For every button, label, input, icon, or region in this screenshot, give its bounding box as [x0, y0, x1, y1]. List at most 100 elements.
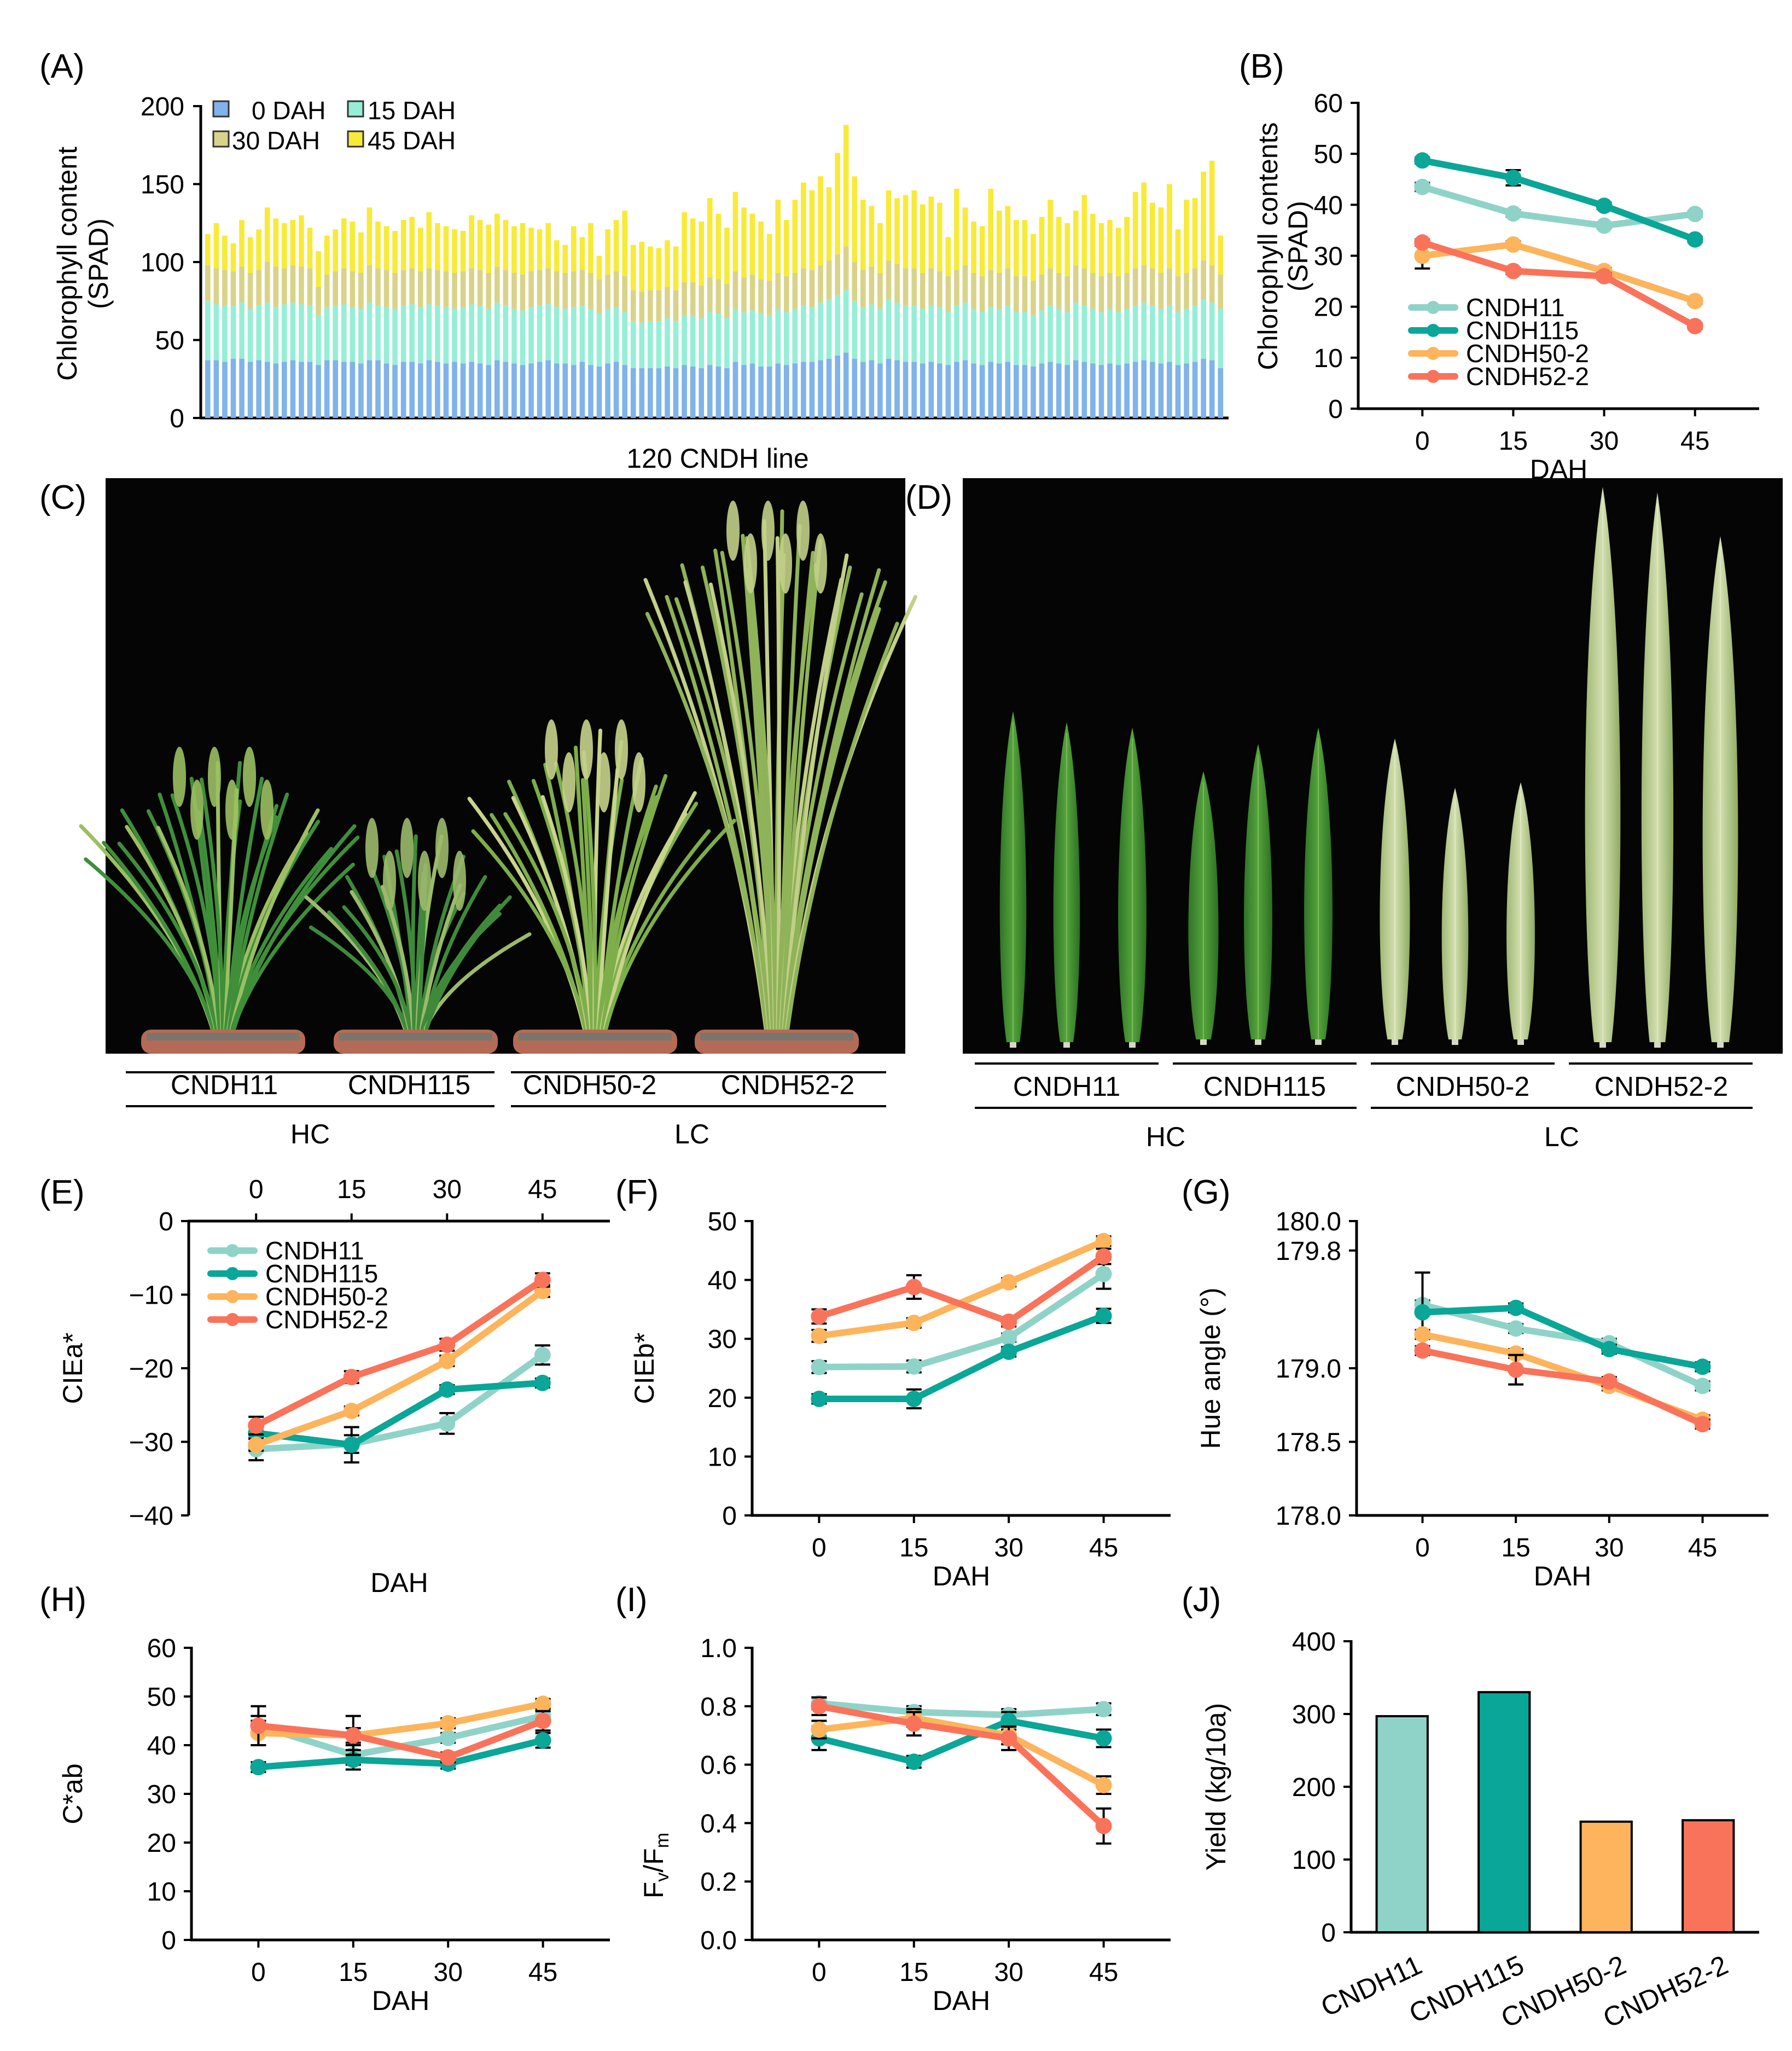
bar-line96-30-dah	[1014, 276, 1019, 312]
bar-line51-30-dah	[630, 290, 636, 322]
panel-b-point-cndh115	[1505, 170, 1522, 186]
bar-line97-0-dah	[1022, 365, 1028, 418]
panel-e-point-cndh115	[343, 1436, 360, 1453]
panel-b-point-cndh52-2	[1686, 318, 1703, 335]
panel-h-y-tick-label: 20	[147, 1829, 176, 1858]
bar-line41-0-dah	[545, 360, 551, 418]
panel-h-label: (H)	[39, 1581, 86, 1619]
bar-line70-0-dah	[792, 363, 798, 418]
bar-line44-0-dah	[571, 365, 577, 418]
bar-line2-15-dah	[213, 304, 219, 361]
bar-line7-0-dah	[256, 360, 261, 418]
panel-h-x-tick-label: 0	[251, 1958, 266, 1987]
bar-line19-0-dah	[358, 363, 364, 418]
plant-cndh11	[79, 747, 360, 1054]
panel-a-y-title-line1: Chlorophyll content	[52, 147, 83, 381]
panel-f-line-cndh11	[816, 1270, 1107, 1370]
bar-line3-15-dah	[222, 305, 228, 362]
bar-line26-45-dah	[417, 228, 423, 272]
bar-line84-45-dah	[911, 190, 917, 269]
bar-line37-45-dah	[511, 226, 517, 273]
bar-line70-45-dah	[792, 200, 798, 273]
bar-line82-30-dah	[894, 263, 900, 303]
bar-line42-30-dah	[554, 271, 560, 307]
bar-line66-15-dah	[758, 313, 764, 367]
bar-line101-45-dah	[1056, 217, 1062, 273]
bar-line9-30-dah	[273, 266, 279, 307]
bar-line27-15-dah	[426, 304, 432, 361]
bar-line89-0-dah	[954, 362, 959, 418]
bar-line49-0-dah	[613, 362, 619, 418]
bar-line54-15-dah	[656, 321, 662, 368]
plant-leaf-blade	[471, 829, 588, 1031]
panel-f-point-cndh115	[1095, 1308, 1112, 1324]
panel-e-point-cndh11	[439, 1415, 456, 1432]
panel-a-legend: 0 DAH 15 DAH 30 DAH 45 DAH	[212, 96, 456, 155]
panel-e-y-tick-label: −30	[129, 1428, 173, 1457]
bar-line65-0-dah	[749, 363, 755, 418]
bar-line39-45-dah	[528, 228, 534, 272]
legend-swatch-15dah	[347, 100, 364, 118]
plant-panicle	[190, 780, 203, 840]
panel-b-y-tick-label: 0	[1328, 395, 1343, 424]
bar-line18-0-dah	[350, 362, 356, 418]
panel-h-line-cndh50-2	[255, 1700, 546, 1739]
panel-h-y-tick-label: 0	[161, 1926, 176, 1955]
bar-line32-0-dah	[469, 362, 474, 418]
panel-b-point-cndh50-2	[1505, 236, 1522, 253]
bar-line92-45-dah	[979, 226, 985, 276]
bar-line30-15-dah	[452, 309, 457, 362]
bar-line12-15-dah	[299, 304, 304, 362]
flag-leaf-cut-end	[1200, 1039, 1207, 1045]
bar-line82-15-dah	[894, 303, 900, 361]
bar-line50-15-dah	[622, 312, 628, 365]
bar-line75-30-dah	[835, 254, 840, 295]
bar-line13-0-dah	[307, 362, 313, 418]
bar-line61-15-dah	[715, 313, 722, 367]
bar-line2-30-dah	[213, 268, 219, 304]
bar-line112-30-dah	[1149, 268, 1155, 306]
bar-line109-0-dah	[1124, 363, 1130, 418]
bar-line108-30-dah	[1115, 276, 1121, 312]
panel-c-label: (C)	[39, 479, 86, 516]
bar-line11-15-dah	[290, 303, 296, 361]
bar-line45-0-dah	[579, 362, 585, 418]
bar-line16-0-dah	[333, 360, 339, 418]
bar-line49-45-dah	[613, 220, 619, 272]
legend-label-15dah: 15 DAH	[368, 96, 456, 125]
bar-line63-0-dah	[732, 362, 738, 418]
bar-line39-30-dah	[528, 271, 534, 307]
plant-leaf-blade	[775, 536, 782, 1031]
bar-line54-0-dah	[656, 368, 662, 418]
plant-leaf-blade	[581, 750, 598, 1031]
panel-g-point-cndh115	[1508, 1299, 1525, 1316]
bar-line96-15-dah	[1014, 312, 1019, 365]
panel-g-line-cndh52-2	[1419, 1347, 1706, 1428]
bar-line6-30-dah	[247, 272, 253, 309]
bar-line114-30-dah	[1167, 268, 1172, 306]
bar-line63-30-dah	[732, 271, 738, 309]
plant-pot-soil	[339, 1033, 492, 1041]
legend-swatch-30dah	[212, 130, 230, 148]
panel-b-point-cndh115	[1686, 231, 1703, 248]
bar-line98-45-dah	[1031, 234, 1036, 281]
panel-b-y-tick-label: 50	[1314, 140, 1343, 169]
panel-d-category-lc: LC	[1544, 1122, 1579, 1152]
panel-g-point-cndh52-2	[1508, 1361, 1525, 1378]
panel-g-y-title: Hue angle (°)	[1195, 1287, 1226, 1449]
panel-j-y-tick-label: 0	[1321, 1919, 1336, 1948]
bar-line79-0-dah	[869, 360, 875, 418]
bar-line65-45-dah	[749, 213, 755, 275]
bar-line76-15-dah	[843, 290, 849, 353]
plant-pot-soil	[147, 1033, 300, 1041]
bar-line4-45-dah	[230, 243, 236, 272]
bar-line1-0-dah	[205, 360, 211, 418]
panel-i-y-title: Fv/Fm	[638, 1833, 673, 1898]
bar-line71-45-dah	[801, 182, 806, 269]
bar-line74-45-dah	[826, 187, 832, 261]
bar-line117-45-dah	[1192, 198, 1198, 269]
panel-b-series-cndh50-2	[1414, 236, 1703, 310]
panel-b-y-tick-label: 10	[1314, 344, 1343, 373]
bar-line99-30-dah	[1039, 274, 1045, 311]
